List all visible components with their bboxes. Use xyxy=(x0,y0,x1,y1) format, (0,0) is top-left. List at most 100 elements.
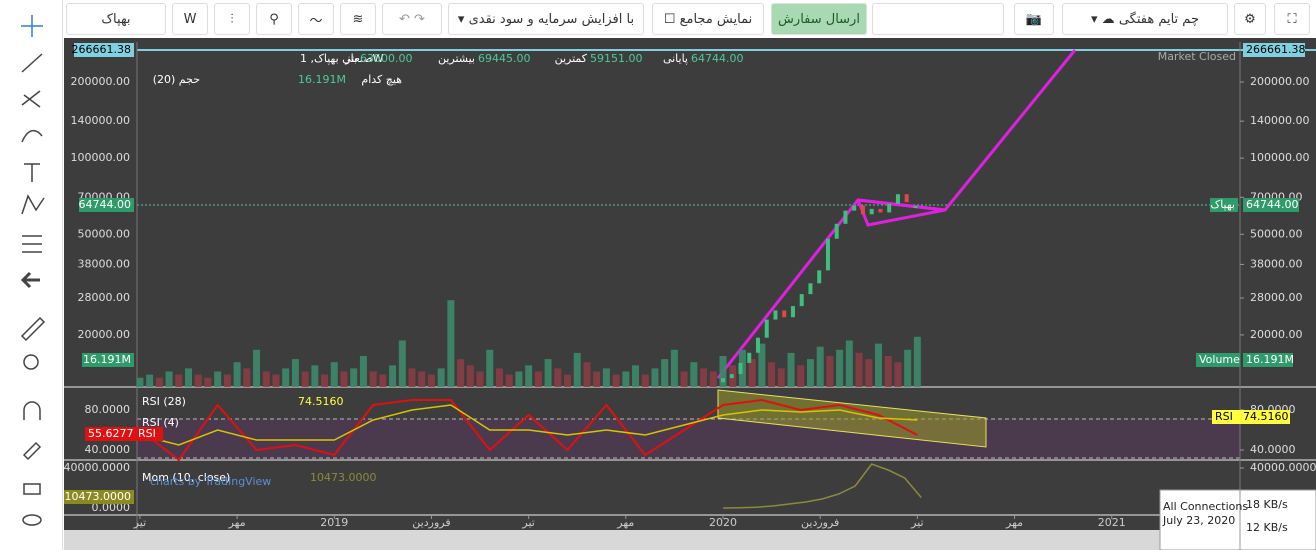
send-order: ارسال سفارش xyxy=(778,11,860,27)
badge xyxy=(1243,43,1305,57)
volume-bar xyxy=(272,374,280,387)
magnet-tool[interactable] xyxy=(23,401,41,420)
legend-text: هیچ کدام xyxy=(361,73,402,86)
bar-style-button[interactable]: ⫶ xyxy=(214,3,250,35)
badge xyxy=(1240,410,1290,424)
lock-tool[interactable] xyxy=(23,483,41,495)
brush-tool[interactable] xyxy=(21,129,43,143)
compare-button[interactable]: ⚲ xyxy=(256,3,292,35)
x-tick-label: فروردین xyxy=(801,516,839,529)
meetings-toggle[interactable]: نمایش مجامع ☐ xyxy=(652,3,764,35)
volume-bar xyxy=(719,356,727,387)
volume-bar xyxy=(136,377,144,387)
volume-bar xyxy=(194,374,202,387)
ruler-tool[interactable] xyxy=(20,316,46,342)
volume-bar xyxy=(826,356,834,387)
x-tick-label: 2021 xyxy=(1098,516,1126,529)
status-up: 12 KB/s xyxy=(1246,521,1288,534)
lock-draw-tool[interactable] xyxy=(22,441,42,461)
candle-body xyxy=(773,310,778,320)
pattern-tool[interactable] xyxy=(21,194,45,215)
candle-body xyxy=(782,310,787,318)
volume-bar xyxy=(398,340,406,387)
volume-bar xyxy=(243,368,251,387)
snapshot-button[interactable]: 📷 xyxy=(1014,3,1054,35)
fullscreen-button[interactable]: ⛶ xyxy=(1274,3,1310,35)
volume-bar xyxy=(806,359,814,387)
crosshair-tool[interactable] xyxy=(21,15,43,37)
volume-bar xyxy=(884,356,892,387)
volume-bar xyxy=(262,371,270,387)
badge-text: 16.191M xyxy=(1246,353,1294,366)
template-select[interactable]: چم تایم هفتگی ☁ ▾ xyxy=(1062,3,1228,35)
measure-tool[interactable] xyxy=(22,235,42,253)
badge-text: Volume xyxy=(1199,353,1240,366)
legend-text: Wصنعتی بهپاک, 1 xyxy=(300,52,384,65)
volume-bar xyxy=(155,377,163,387)
empty-box xyxy=(872,3,1004,35)
badge xyxy=(135,427,163,441)
volume-bar xyxy=(651,368,659,387)
volume-bar xyxy=(797,365,805,387)
bottom-bar xyxy=(64,530,1316,550)
y-tick-label: 0.0000 xyxy=(92,501,131,514)
volume-bar xyxy=(564,374,572,387)
candle-body xyxy=(825,238,830,271)
volume-bar xyxy=(865,359,873,387)
interval-button[interactable]: W xyxy=(172,3,208,35)
badge xyxy=(1196,353,1240,367)
volume-bar xyxy=(593,371,601,387)
status-label: All Connections xyxy=(1163,500,1248,513)
legend-text: Market Closed xyxy=(1158,50,1236,63)
chart-background xyxy=(64,38,1316,550)
undo-redo[interactable]: ↶ ↷ xyxy=(382,3,442,35)
indicator-line xyxy=(139,398,918,462)
back-tool[interactable] xyxy=(20,271,40,289)
candle-body xyxy=(904,194,909,203)
volume-bar xyxy=(904,349,912,387)
volume-bar xyxy=(748,359,756,387)
legend-text: کمترین xyxy=(555,52,588,65)
adjustment-select[interactable]: با افزایش سرمایه و سود نقدی ▾ xyxy=(448,3,644,35)
y-tick-label: 40000.0000 xyxy=(64,461,130,474)
indicators-button[interactable]: ≋ xyxy=(340,3,376,35)
line-tool[interactable] xyxy=(21,53,43,73)
line-style-button[interactable]: 〜 xyxy=(298,3,334,35)
candle-body xyxy=(878,208,883,213)
badge xyxy=(1212,410,1240,424)
volume-bar xyxy=(768,362,776,387)
visibility-tool[interactable] xyxy=(22,514,42,526)
volume-bar xyxy=(437,368,445,387)
volume-bar xyxy=(700,368,708,387)
volume-bar xyxy=(845,340,853,387)
send-order-button[interactable]: ارسال سفارش xyxy=(771,3,867,35)
badge-text: RSI xyxy=(138,427,156,440)
y-tick-label: 28000.00 xyxy=(78,291,131,304)
candle-body xyxy=(747,352,752,363)
text-tool[interactable] xyxy=(24,163,40,182)
pitchfork-tool[interactable] xyxy=(21,90,41,108)
volume-bar xyxy=(233,362,241,387)
adjustment: با افزایش سرمایه و سود نقدی xyxy=(468,11,635,27)
zoom-tool[interactable] xyxy=(23,354,39,370)
symbol-box[interactable]: بهپاک xyxy=(66,3,166,35)
legend-text: RSI (28) xyxy=(142,395,186,408)
y-tick-label: 140000.00 xyxy=(1250,114,1310,127)
y-tick-label: 50000.00 xyxy=(78,227,131,240)
volume-bar xyxy=(223,374,231,387)
candle-body xyxy=(852,205,857,211)
volume-bar xyxy=(816,346,824,387)
badge-text: 55.6277 xyxy=(88,427,134,440)
volume-bar xyxy=(554,368,562,387)
settings-button[interactable]: ⚙ xyxy=(1234,3,1266,35)
legend-text: 59151.00 xyxy=(590,52,643,65)
volume-bar xyxy=(350,368,358,387)
y-tick-label: 40.0000 xyxy=(85,443,131,456)
badge-text: بهپاک xyxy=(1210,198,1235,211)
volume-bar xyxy=(525,365,533,387)
badge xyxy=(79,198,134,212)
y-tick-label: 38000.00 xyxy=(78,257,131,270)
volume-bar xyxy=(855,352,863,387)
